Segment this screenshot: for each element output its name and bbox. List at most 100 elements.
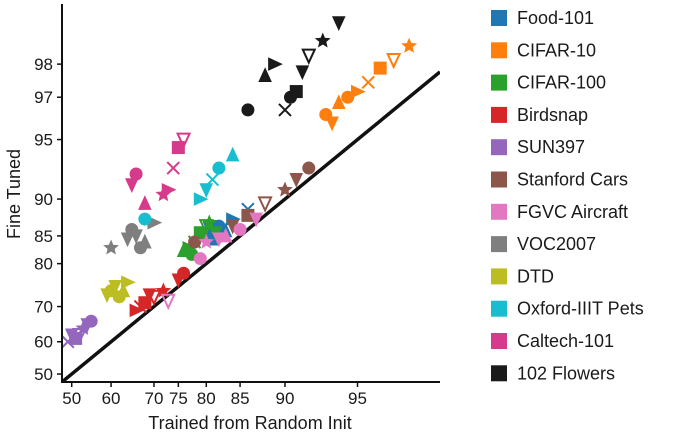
data-point — [125, 178, 139, 194]
legend-label: Birdsnap — [517, 105, 588, 125]
data-point — [108, 280, 122, 295]
data-point — [201, 214, 218, 230]
legend-swatch — [491, 74, 507, 91]
legend-swatch — [491, 171, 507, 188]
legend-entry: Food-101 — [491, 8, 594, 28]
data-point — [138, 233, 152, 249]
x-tick-label: 75 — [169, 389, 188, 408]
data-point — [386, 52, 402, 70]
data-point — [116, 282, 131, 298]
legend-entry: CIFAR-10 — [491, 40, 596, 60]
legend-label: VOC2007 — [517, 234, 596, 254]
legend-entry: SUN397 — [491, 137, 585, 157]
data-point — [277, 181, 293, 197]
legend-entry: Caltech-101 — [491, 331, 614, 351]
y-tick-label: 50 — [34, 365, 53, 384]
plot-area — [62, 16, 440, 382]
legend-swatch — [491, 333, 507, 349]
series-fgvc-aircraft — [160, 212, 263, 311]
data-point — [331, 16, 346, 31]
data-point — [103, 239, 119, 255]
legend-label: SUN397 — [517, 137, 585, 157]
legend-label: Oxford-IIIT Pets — [517, 299, 644, 319]
legend-swatch — [491, 42, 507, 59]
x-tick-label: 70 — [144, 389, 163, 408]
axis-spines — [61, 4, 440, 383]
data-point — [373, 61, 387, 75]
data-point — [188, 235, 202, 249]
data-point — [361, 75, 375, 90]
legend-swatch — [491, 365, 507, 382]
data-point — [199, 183, 214, 198]
data-point — [331, 94, 346, 110]
data-point — [171, 141, 185, 155]
data-point — [121, 275, 136, 290]
y-tick-label: 80 — [34, 255, 53, 274]
data-point — [142, 288, 157, 304]
data-point — [225, 146, 240, 162]
legend-label: Caltech-101 — [517, 331, 614, 351]
legend-label: FGVC Aircraft — [517, 202, 628, 222]
data-point — [218, 227, 233, 243]
series-voc2007 — [103, 215, 163, 255]
data-point — [295, 65, 310, 81]
data-point — [302, 161, 316, 175]
data-point — [268, 57, 283, 71]
data-point — [350, 84, 366, 99]
data-point — [138, 212, 152, 226]
data-point — [401, 37, 418, 53]
legend-swatch — [491, 268, 507, 285]
legend-swatch — [491, 203, 507, 220]
series-caltech-101 — [125, 132, 192, 210]
x-tick-label: 95 — [348, 389, 367, 408]
data-point — [166, 161, 180, 175]
legend-label: 102 Flowers — [517, 363, 615, 383]
series-stanford-cars — [188, 161, 316, 249]
data-point — [325, 116, 339, 132]
data-point — [341, 90, 355, 104]
data-point — [278, 103, 292, 117]
y-tick-label: 95 — [34, 131, 53, 150]
series-cifar-100 — [176, 214, 223, 261]
x-tick-label: 80 — [197, 389, 216, 408]
y-tick-label: 85 — [34, 227, 53, 246]
data-point — [205, 172, 220, 187]
legend-entry: Stanford Cars — [491, 170, 628, 190]
y-tick-label: 90 — [34, 190, 53, 209]
data-point — [314, 32, 331, 48]
legend-label: DTD — [517, 266, 554, 286]
y-tick-label: 60 — [34, 333, 53, 352]
legend-swatch — [491, 236, 507, 253]
legend-entry: Birdsnap — [491, 105, 588, 125]
x-axis-label: Trained from Random Init — [148, 413, 351, 433]
y-tick-label: 70 — [34, 298, 53, 317]
data-point — [129, 167, 143, 181]
x-tick-label: 50 — [62, 389, 81, 408]
legend-label: Stanford Cars — [517, 170, 628, 190]
legend-swatch — [491, 10, 507, 26]
legend-swatch — [491, 139, 507, 156]
data-point — [258, 67, 272, 83]
data-point — [249, 212, 263, 228]
data-point — [129, 229, 143, 245]
axes: 50 60 70 75 80 85 90 95 50 60 70 80 85 90 95 97 98 — [34, 4, 440, 408]
legend-entry: FGVC Aircraft — [491, 202, 628, 222]
legend-label: CIFAR-100 — [517, 73, 606, 93]
x-tick-label: 90 — [276, 389, 295, 408]
data-point — [198, 233, 215, 249]
data-point — [193, 252, 207, 266]
data-point — [241, 103, 255, 117]
legend-entry: CIFAR-100 — [491, 73, 606, 93]
data-point — [177, 266, 191, 280]
legend-swatch — [491, 106, 507, 123]
data-point — [193, 192, 209, 206]
series-102-flowers — [241, 16, 346, 117]
data-point — [176, 132, 192, 149]
data-point — [283, 90, 297, 104]
data-point — [301, 48, 317, 65]
reference-line — [62, 70, 440, 382]
data-point — [84, 314, 98, 328]
series-birdsnap — [129, 266, 191, 318]
series-sun397 — [62, 314, 98, 349]
